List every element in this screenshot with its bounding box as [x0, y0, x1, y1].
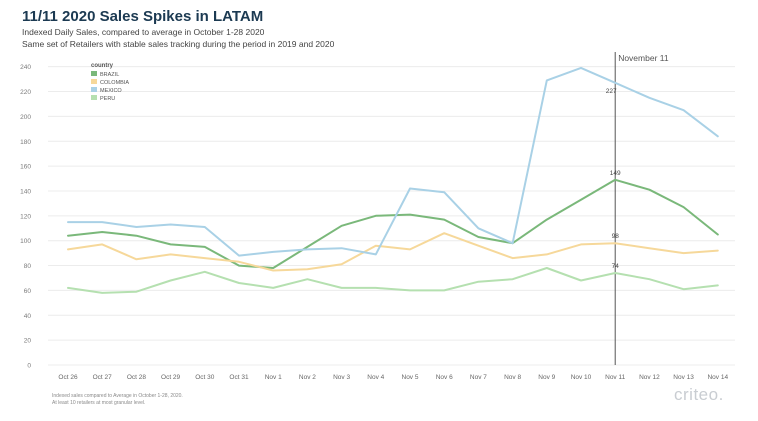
y-tick-label: 120: [20, 213, 31, 220]
x-tick-label: Oct 30: [195, 374, 215, 381]
y-tick-label: 80: [24, 263, 32, 270]
y-tick-label: 140: [20, 188, 31, 195]
legend-swatch: [91, 95, 97, 100]
x-tick-label: Oct 27: [93, 374, 113, 381]
x-tick-label: Nov 1: [265, 374, 282, 381]
legend-title: country: [91, 63, 114, 69]
y-tick-label: 200: [20, 114, 31, 121]
x-tick-label: Nov 11: [605, 374, 625, 381]
y-tick-label: 180: [20, 139, 31, 146]
x-tick-label: Oct 26: [58, 374, 78, 381]
x-tick-label: Nov 3: [333, 374, 350, 381]
x-tick-label: Nov 14: [707, 374, 728, 381]
legend-swatch: [91, 71, 97, 76]
x-tick-label: Nov 13: [673, 374, 694, 381]
y-tick-label: 100: [20, 238, 31, 245]
data-label: 98: [612, 233, 620, 240]
x-tick-label: Nov 10: [571, 374, 592, 381]
series-line-peru: [67, 267, 719, 294]
data-label: 149: [610, 170, 621, 177]
series-line-colombia: [67, 232, 719, 272]
legend-swatch: [91, 87, 97, 92]
legend-label: COLOMBIA: [100, 80, 129, 86]
criteo-logo: criteo.: [674, 385, 724, 404]
footnote: Indexed sales compared to Average in Oct…: [52, 393, 183, 407]
y-tick-label: 0: [27, 363, 31, 370]
legend-label: MEXICO: [100, 88, 122, 94]
y-tick-label: 40: [24, 313, 32, 320]
y-tick-label: 60: [24, 288, 32, 295]
legend-label: BRAZIL: [100, 72, 119, 78]
x-tick-label: Nov 6: [436, 374, 453, 381]
x-tick-label: Oct 28: [127, 374, 147, 381]
y-tick-label: 160: [20, 164, 31, 171]
footnote-line: Indexed sales compared to Average in Oct…: [52, 393, 183, 399]
x-tick-label: Nov 2: [299, 374, 316, 381]
x-tick-label: Nov 4: [367, 374, 384, 381]
data-label: 74: [612, 263, 620, 270]
legend-label: PERU: [100, 96, 115, 102]
x-tick-label: Nov 5: [402, 374, 419, 381]
chart-subtitle-secondary: Same set of Retailers with stable sales …: [22, 39, 335, 49]
x-tick-label: Oct 31: [229, 374, 249, 381]
footnote-line: At least 10 retailers at most granular l…: [52, 400, 146, 406]
x-tick-label: Nov 12: [639, 374, 660, 381]
series-line-mexico: [67, 66, 719, 257]
legend-swatch: [91, 79, 97, 84]
x-tick-label: Oct 29: [161, 374, 181, 381]
data-label: 227: [606, 88, 617, 95]
series-line-brazil: [67, 178, 719, 269]
y-tick-label: 220: [20, 89, 31, 96]
chart-subtitle: Indexed Daily Sales, compared to average…: [22, 27, 265, 37]
annotation-label: November 11: [618, 53, 669, 63]
y-tick-label: 20: [24, 338, 32, 345]
chart-title: 11/11 2020 Sales Spikes in LATAM: [22, 8, 264, 25]
x-tick-label: Nov 8: [504, 374, 521, 381]
x-tick-label: Nov 9: [538, 374, 555, 381]
x-tick-label: Nov 7: [470, 374, 487, 381]
y-tick-label: 240: [20, 64, 31, 71]
